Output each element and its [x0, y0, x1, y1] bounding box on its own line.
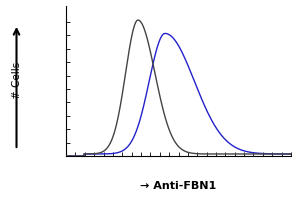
Text: # Cells: # Cells	[11, 61, 22, 99]
Text: → Anti-FBN1: → Anti-FBN1	[140, 181, 217, 191]
